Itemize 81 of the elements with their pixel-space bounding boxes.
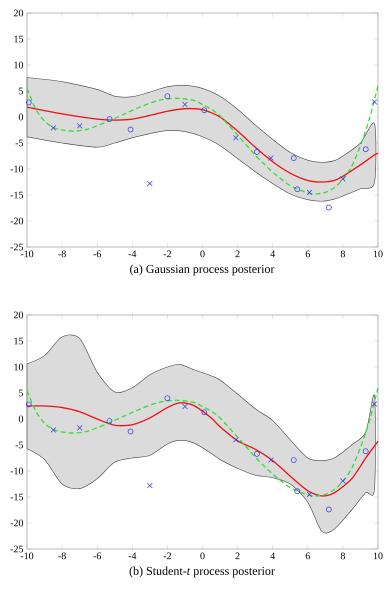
x-tick-label: -8 [58, 250, 66, 258]
point [340, 176, 346, 182]
y-tick-label: 5 [19, 88, 24, 94]
point [233, 134, 239, 141]
y-tick-label: -15 [10, 494, 24, 500]
x-tick-label: -4 [128, 552, 136, 560]
point [201, 409, 208, 416]
point [372, 99, 378, 105]
x-tick-label: 2 [236, 250, 240, 258]
y-tick-label: -15 [10, 192, 24, 198]
point [254, 450, 260, 457]
point [164, 395, 170, 402]
point [164, 93, 170, 100]
point [128, 126, 134, 132]
y-tick-label: 20 [14, 10, 24, 16]
x-tick-label: 4 [270, 250, 276, 258]
point [268, 155, 274, 161]
point [26, 402, 32, 408]
x-tick-label: 10 [374, 250, 383, 258]
y-tick-label: 10 [14, 62, 24, 68]
point [268, 457, 274, 463]
text: (a) Gaussian process posterior [130, 264, 274, 276]
y-tick-label: -5 [16, 442, 24, 448]
y-tick-label: -25 [10, 546, 24, 552]
point [147, 482, 153, 488]
y-tick-label: 15 [14, 338, 24, 344]
y-tick-label: 5 [19, 390, 24, 396]
x-tick-label: -6 [93, 552, 102, 560]
y-tick-label: 15 [14, 36, 24, 42]
point [326, 204, 332, 210]
point [290, 155, 297, 161]
x-tick-label: 4 [270, 552, 276, 560]
point [128, 428, 134, 434]
point [233, 436, 239, 443]
x-tick-label: 6 [306, 552, 310, 560]
y-tick-label: -10 [10, 468, 24, 474]
point [76, 425, 82, 431]
point [182, 404, 188, 410]
x-tick-label: 0 [200, 552, 205, 560]
point [106, 418, 112, 424]
x-tick-label: -8 [58, 552, 66, 560]
y-tick-label: -20 [10, 218, 24, 224]
y-tick-label: -20 [10, 520, 24, 526]
point [340, 478, 346, 484]
x-tick-label: 2 [236, 552, 240, 560]
x-tick-label: -2 [164, 552, 172, 560]
point [106, 116, 112, 122]
point [362, 448, 369, 454]
x-tick-label: -4 [128, 250, 136, 258]
x-tick-label: 0 [200, 250, 205, 258]
point [362, 146, 369, 152]
text: (b) Student-t process posterior [130, 566, 275, 578]
point [306, 190, 312, 196]
x-tick-label: 6 [306, 250, 310, 258]
y-tick-label: 0 [18, 416, 24, 422]
line-series [26, 106, 379, 183]
point [254, 148, 260, 155]
point [26, 100, 32, 106]
x-tick-label: 8 [340, 250, 346, 258]
y-tick-label: 20 [14, 312, 24, 318]
y-tick-label: 10 [14, 364, 24, 370]
y-tick-label: 0 [18, 114, 24, 120]
point [50, 427, 56, 433]
x-tick-label: 10 [374, 552, 383, 560]
point [50, 125, 56, 131]
point [326, 506, 332, 512]
point [290, 457, 297, 463]
point [201, 107, 208, 114]
point [294, 186, 300, 192]
point [372, 401, 378, 407]
y-tick-label: -25 [10, 244, 24, 250]
point [182, 102, 188, 108]
y-tick-label: -5 [16, 140, 24, 146]
point [294, 488, 300, 494]
x-tick-label: -2 [164, 250, 172, 258]
point [76, 123, 82, 129]
x-tick-label: 8 [340, 552, 346, 560]
y-tick-label: -10 [10, 166, 24, 172]
x-tick-label: -6 [93, 250, 102, 258]
point [306, 492, 312, 498]
point [147, 180, 153, 186]
